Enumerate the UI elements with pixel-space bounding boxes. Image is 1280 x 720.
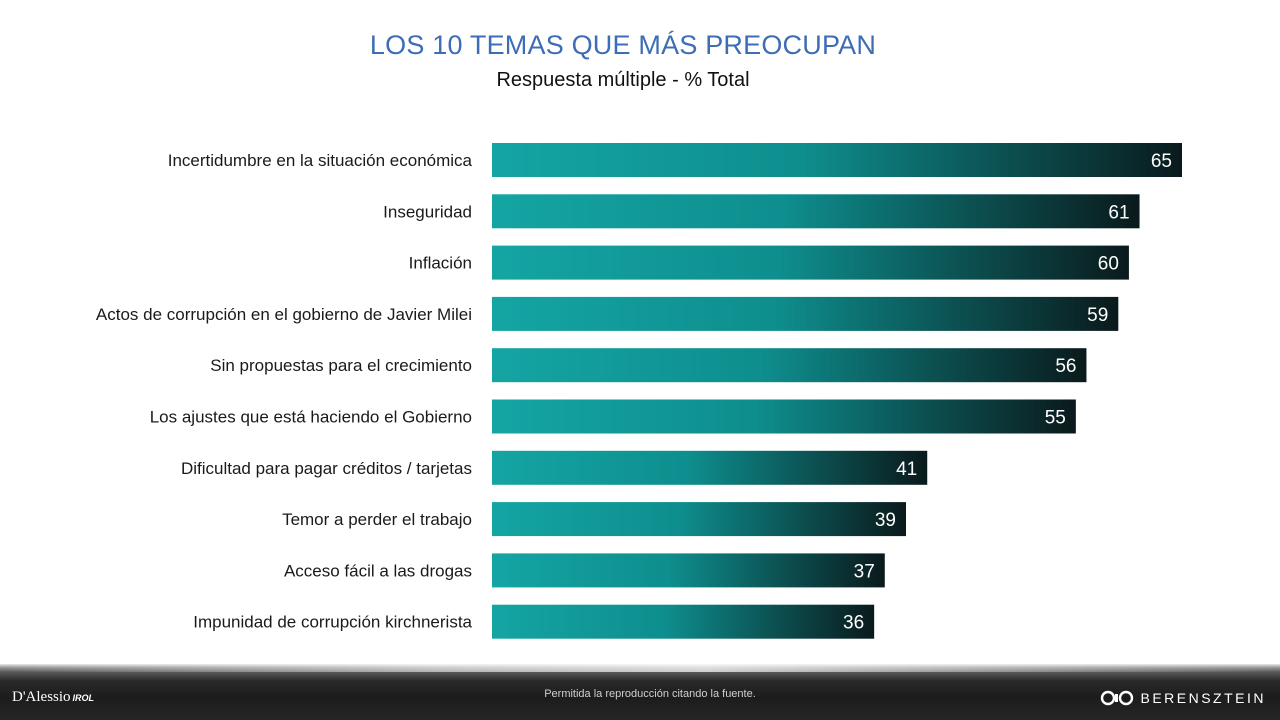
chart-subtitle: Respuesta múltiple - % Total	[496, 69, 750, 91]
chart-title: LOS 10 TEMAS QUE MÁS PREOCUPAN	[369, 30, 877, 60]
bar-value-label: 41	[896, 459, 917, 480]
category-label: Actos de corrupción en el gobierno de Ja…	[96, 305, 472, 324]
category-label: Inseguridad	[383, 202, 472, 221]
bar-chart: Incertidumbre en la situación económica 6…	[96, 143, 1182, 639]
bar-value-label: 36	[843, 613, 864, 634]
category-label: Inflación	[409, 254, 472, 273]
bar-value-label: 56	[1055, 356, 1076, 377]
berensztein-logo-text: BERENSZTEIN	[1140, 690, 1266, 706]
bar-value-label: 61	[1108, 202, 1129, 223]
dalessio-logo: D'Alessio IROL	[12, 689, 94, 706]
bar-value-label: 65	[1151, 151, 1172, 172]
category-label: Sin propuestas para el crecimiento	[210, 356, 472, 375]
bar	[492, 348, 1087, 383]
irol-logo-text: IROL	[72, 693, 95, 703]
bar	[492, 194, 1140, 229]
category-label: Impunidad de corrupción kirchnerista	[193, 613, 472, 632]
berensztein-logo: BERENSZTEIN	[1100, 690, 1266, 706]
bar	[492, 399, 1076, 434]
category-label: Acceso fácil a las drogas	[284, 561, 472, 580]
category-label: Temor a perder el trabajo	[282, 510, 472, 529]
footer-shine	[0, 664, 1280, 672]
bar-value-label: 59	[1087, 305, 1108, 326]
footer-note: Permitida la reproducción citando la fue…	[544, 688, 756, 700]
category-label: Incertidumbre en la situación económica	[168, 151, 473, 170]
bar-value-label: 37	[854, 561, 875, 582]
bar	[492, 245, 1129, 280]
footer-bar: D'Alessio IROL Permitida la reproducción …	[0, 664, 1280, 720]
bar	[492, 143, 1182, 177]
bar	[492, 604, 875, 639]
category-label: Dificultad para pagar créditos / tarjeta…	[181, 459, 472, 478]
bar	[492, 502, 906, 537]
bar	[492, 450, 928, 485]
bar-value-label: 55	[1045, 408, 1066, 429]
bar-value-label: 39	[875, 510, 896, 531]
category-label: Los ajustes que está haciendo el Gobiern…	[150, 408, 472, 427]
berensztein-mark-icon	[1101, 690, 1134, 706]
bar	[492, 296, 1119, 331]
dalessio-logo-text: D'Alessio	[12, 689, 71, 705]
bar-value-label: 60	[1098, 254, 1119, 275]
bar	[492, 553, 885, 588]
